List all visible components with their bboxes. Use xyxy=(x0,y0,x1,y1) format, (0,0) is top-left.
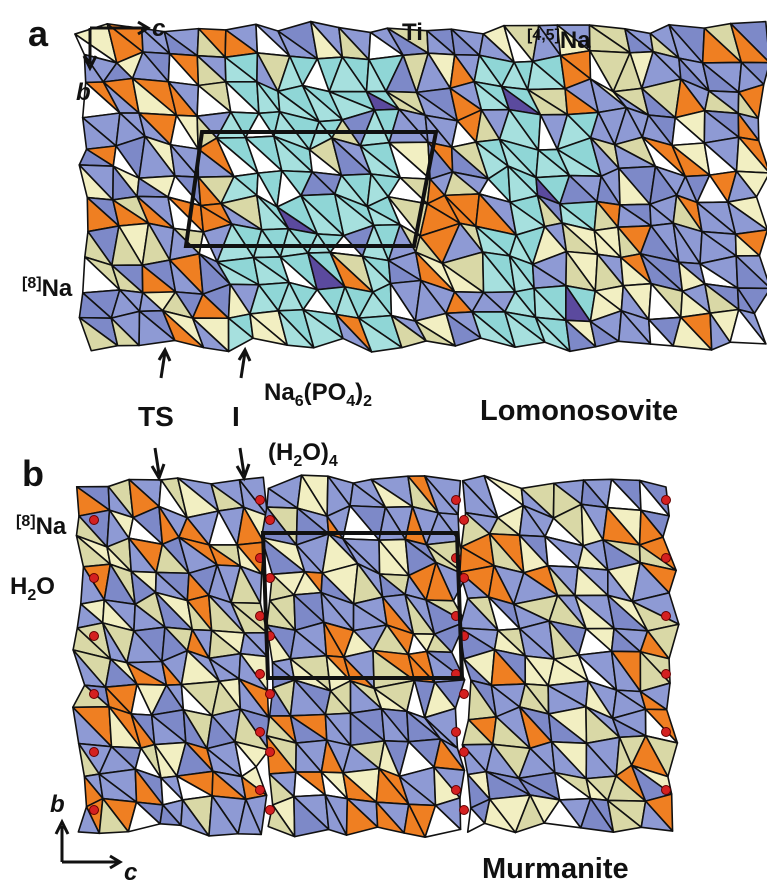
element: Na xyxy=(36,513,67,540)
layer-label: I xyxy=(232,401,240,432)
axis-label: c xyxy=(152,15,165,42)
superscript: [4,5] xyxy=(527,27,560,44)
water-oxygen xyxy=(266,516,275,525)
formula: H2O xyxy=(10,573,55,604)
formula-part: Na xyxy=(264,379,295,406)
atom-label: Ti xyxy=(402,19,423,46)
water-oxygen xyxy=(256,670,265,679)
atom-label: [8]Na xyxy=(22,275,73,302)
water-oxygen xyxy=(452,786,461,795)
subscript: 2 xyxy=(27,587,36,604)
formula-part: (PO xyxy=(304,379,347,406)
water-oxygen xyxy=(662,612,671,621)
water-oxygen xyxy=(90,516,99,525)
water-oxygen xyxy=(460,516,469,525)
axis-label: b xyxy=(50,791,65,818)
water-oxygen xyxy=(662,670,671,679)
element: Na xyxy=(42,275,73,302)
formula-part: O) xyxy=(302,439,329,466)
water-oxygen xyxy=(90,574,99,583)
water-oxygen xyxy=(256,786,265,795)
figure: a c b Ti [4,5]Na [8]Na TS I Na6(PO4)2 (H… xyxy=(0,0,767,886)
layer-label: TS xyxy=(138,401,174,432)
formula-part: ) xyxy=(355,379,363,406)
axis-label: c xyxy=(124,859,137,886)
superscript: [8] xyxy=(22,275,42,292)
formula-part: (H xyxy=(268,439,293,466)
subscript: 4 xyxy=(329,453,338,470)
water-oxygen xyxy=(90,632,99,641)
water-oxygen xyxy=(460,690,469,699)
water-oxygen xyxy=(460,574,469,583)
water-oxygen xyxy=(90,690,99,699)
subscript: 2 xyxy=(363,393,372,410)
water-oxygen xyxy=(662,728,671,737)
water-oxygen xyxy=(662,496,671,505)
formula-part: O xyxy=(36,573,55,600)
axis-label: b xyxy=(76,79,91,106)
element: Na xyxy=(560,27,591,54)
mineral-name: Murmanite xyxy=(482,853,629,885)
polyhedra xyxy=(73,22,767,838)
water-oxygen xyxy=(266,690,275,699)
superscript: [8] xyxy=(16,513,36,530)
formula-part: H xyxy=(10,573,27,600)
water-oxygen xyxy=(460,748,469,757)
water-oxygen xyxy=(452,496,461,505)
water-oxygen xyxy=(452,728,461,737)
water-oxygen xyxy=(460,806,469,815)
mineral-name: Lomonosovite xyxy=(480,395,678,427)
water-oxygen xyxy=(90,748,99,757)
formula: (H2O)4 xyxy=(268,439,338,470)
panel-label: a xyxy=(28,13,49,54)
subscript: 4 xyxy=(346,393,355,410)
atom-label: [8]Na xyxy=(16,513,67,540)
subscript: 2 xyxy=(293,453,302,470)
water-oxygen xyxy=(256,496,265,505)
water-oxygen xyxy=(256,612,265,621)
water-oxygen xyxy=(90,806,99,815)
water-oxygen xyxy=(256,728,265,737)
subscript: 6 xyxy=(295,393,304,410)
water-oxygen xyxy=(266,806,275,815)
water-oxygen xyxy=(266,574,275,583)
formula: Na6(PO4)2 xyxy=(264,379,372,410)
water-oxygen xyxy=(662,554,671,563)
water-oxygen xyxy=(266,748,275,757)
water-oxygen xyxy=(662,786,671,795)
panel-label: b xyxy=(22,453,44,494)
